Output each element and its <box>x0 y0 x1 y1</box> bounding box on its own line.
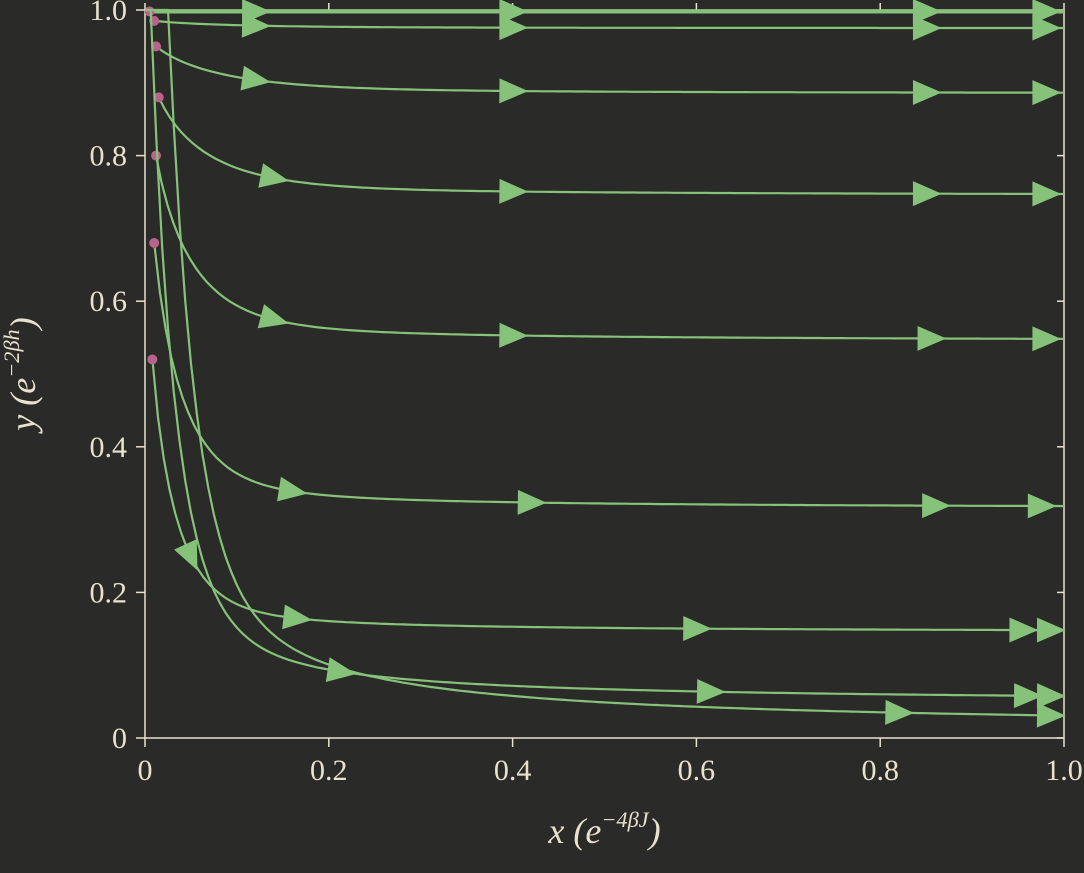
svg-text:0.6: 0.6 <box>678 754 716 787</box>
flow-trajectory <box>145 10 1064 716</box>
svg-text:y (e−2βh): y (e−2βh) <box>0 317 43 433</box>
svg-text:1.0: 1.0 <box>90 0 128 27</box>
flow-trajectory <box>145 10 1064 696</box>
svg-text:0.8: 0.8 <box>861 754 899 787</box>
svg-text:0.4: 0.4 <box>494 754 532 787</box>
flow-trajectory <box>159 97 1064 194</box>
flow-trajectory <box>156 156 1064 339</box>
flow-trajectory <box>154 243 1064 506</box>
trajectory-start-dot <box>149 238 159 248</box>
svg-text:0.6: 0.6 <box>90 285 128 318</box>
svg-text:0: 0 <box>112 722 127 755</box>
svg-text:0.4: 0.4 <box>90 431 128 464</box>
flow-trajectory <box>156 46 1064 92</box>
rg-flow-chart: 0 0.2 0.4 0.6 0.8 1.0 0 0.2 0.4 0.6 0.8 1.0 x (e−4βJ… <box>0 0 1084 873</box>
svg-text:0: 0 <box>138 754 153 787</box>
chart-svg: 0 0.2 0.4 0.6 0.8 1.0 0 0.2 0.4 0.6 0.8 1.0 x (e−4βJ… <box>0 0 1084 873</box>
svg-text:x (e−4βJ): x (e−4βJ) <box>547 807 660 851</box>
svg-text:0.2: 0.2 <box>310 754 348 787</box>
svg-text:0.8: 0.8 <box>90 140 128 173</box>
svg-text:1.0: 1.0 <box>1045 754 1083 787</box>
svg-text:0.2: 0.2 <box>90 576 128 609</box>
trajectory-start-dot <box>145 6 155 16</box>
trajectory-start-dot <box>147 354 157 364</box>
